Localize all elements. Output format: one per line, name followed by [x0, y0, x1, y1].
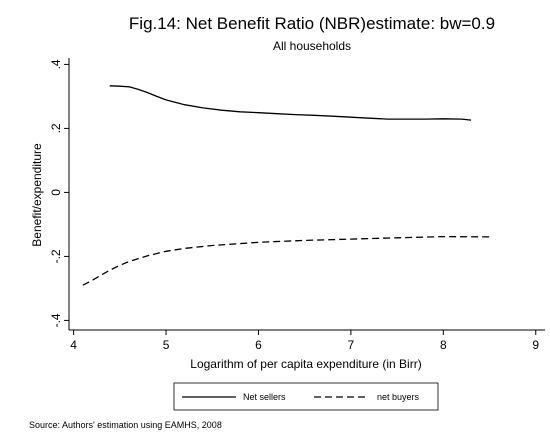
x-tick-label: 9: [532, 338, 539, 352]
x-axis-label: Logarithm of per capita expenditure (in …: [190, 357, 421, 371]
y-tick-label: -.2: [49, 249, 63, 263]
y-tick-label: .2: [49, 123, 63, 133]
x-tick-label: 6: [255, 338, 262, 352]
y-axis-label: Benefit/expenditure: [30, 143, 44, 247]
legend-label-net-sellers: Net sellers: [243, 392, 286, 402]
x-axis-ticks: 4 5 6 7 8 9: [70, 330, 539, 352]
series-line-net-sellers: [109, 85, 472, 121]
source-note: Source: Authors' estimation using EAMHS,…: [29, 420, 222, 430]
y-axis-ticks: -.4 -.2 0 .2 .4: [49, 59, 69, 327]
x-tick-label: 5: [163, 338, 170, 352]
legend-label-net-buyers: net buyers: [377, 392, 420, 402]
x-tick-label: 7: [348, 338, 355, 352]
series-line-net-buyers: [82, 235, 490, 286]
y-tick-label: -.4: [49, 313, 63, 327]
chart-subtitle: All households: [273, 39, 351, 53]
legend-box: [173, 382, 439, 411]
x-tick-label: 8: [440, 338, 447, 352]
series-layer: [82, 85, 490, 286]
legend: Net sellers net buyers: [182, 392, 420, 402]
chart-title: Fig.14: Net Benefit Ratio (NBR)estimate:…: [129, 14, 495, 33]
x-tick-label: 4: [70, 338, 77, 352]
y-tick-label: 0: [49, 189, 63, 196]
y-tick-label: .4: [49, 59, 63, 69]
